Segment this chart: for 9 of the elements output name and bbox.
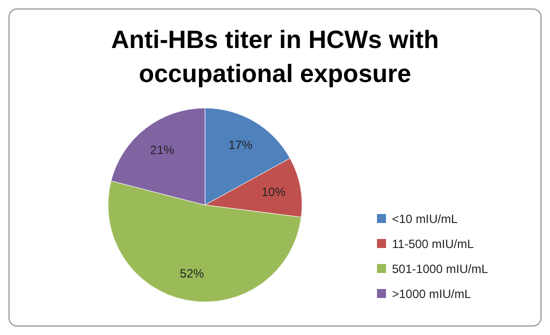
chart-title: Anti-HBs titer in HCWs with occupational exposure — [111, 26, 439, 88]
legend-label: >1000 mIU/mL — [392, 287, 472, 301]
legend-label: 501-1000 mIU/mL — [392, 262, 488, 276]
data-label: 52% — [180, 266, 204, 281]
legend-label: <10 mIU/mL — [392, 212, 458, 226]
data-label: 21% — [150, 142, 175, 157]
legend-label: 11-500 mIU/mL — [392, 237, 474, 251]
data-label: 10% — [262, 184, 286, 199]
data-label: 17% — [228, 138, 253, 152]
